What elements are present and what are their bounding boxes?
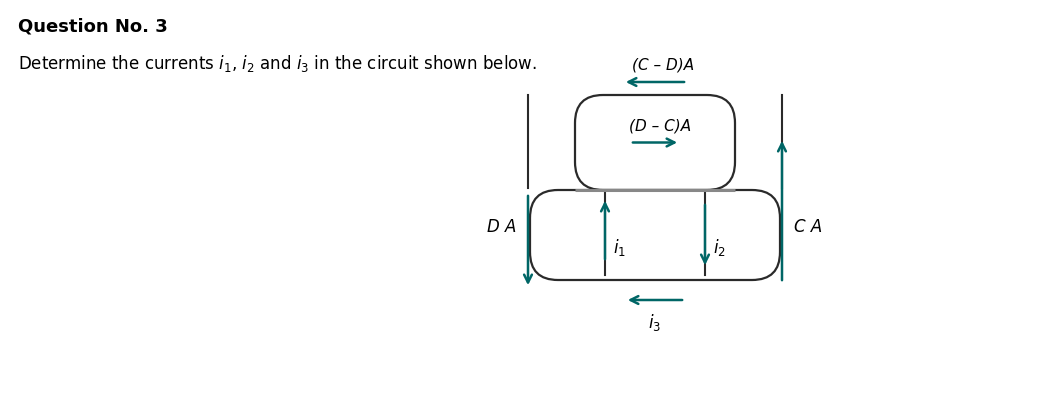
Text: (D – C)A: (D – C)A [628, 119, 691, 134]
Text: $i_1$: $i_1$ [613, 237, 626, 258]
Text: $i_3$: $i_3$ [649, 312, 661, 333]
Text: $i_2$: $i_2$ [713, 237, 726, 258]
Text: Question No. 3: Question No. 3 [18, 17, 168, 35]
Text: (C – D)A: (C – D)A [632, 58, 694, 73]
Text: D A: D A [487, 218, 516, 236]
Text: Determine the currents $i_1$, $i_2$ and $i_3$ in the circuit shown below.: Determine the currents $i_1$, $i_2$ and … [18, 53, 537, 74]
Text: C A: C A [794, 218, 822, 236]
